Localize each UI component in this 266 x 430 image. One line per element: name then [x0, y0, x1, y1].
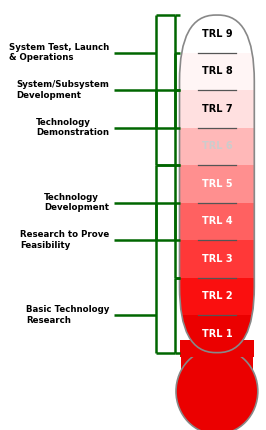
Text: Technology
Development: Technology Development: [44, 193, 109, 212]
Bar: [180, 165, 254, 203]
Bar: [180, 15, 254, 52]
Text: TRL 9: TRL 9: [202, 29, 232, 39]
Text: TRL 7: TRL 7: [202, 104, 232, 114]
Text: TRL 6: TRL 6: [202, 141, 232, 151]
Text: System Test, Launch
& Operations: System Test, Launch & Operations: [9, 43, 109, 62]
Text: TRL 1: TRL 1: [202, 329, 232, 339]
Text: TRL 4: TRL 4: [202, 216, 232, 226]
FancyBboxPatch shape: [180, 15, 254, 353]
Text: TRL 8: TRL 8: [202, 66, 232, 76]
Bar: [180, 278, 254, 315]
Text: TRL 3: TRL 3: [202, 254, 232, 264]
Text: Research to Prove
Feasibility: Research to Prove Feasibility: [20, 230, 109, 250]
Bar: [180, 52, 254, 90]
Text: Technology
Demonstration: Technology Demonstration: [36, 118, 109, 137]
FancyBboxPatch shape: [180, 15, 254, 353]
Bar: [180, 315, 254, 353]
Bar: [180, 128, 254, 165]
Bar: [180, 203, 254, 240]
Bar: [181, 353, 253, 391]
Text: System/Subsystem
Development: System/Subsystem Development: [16, 80, 109, 100]
Text: TRL 2: TRL 2: [202, 292, 232, 301]
Text: TRL 5: TRL 5: [202, 179, 232, 189]
Bar: [180, 90, 254, 128]
Bar: [180, 240, 254, 278]
Text: Basic Technology
Research: Basic Technology Research: [26, 305, 109, 325]
Bar: [180, 340, 254, 357]
Ellipse shape: [176, 348, 258, 430]
